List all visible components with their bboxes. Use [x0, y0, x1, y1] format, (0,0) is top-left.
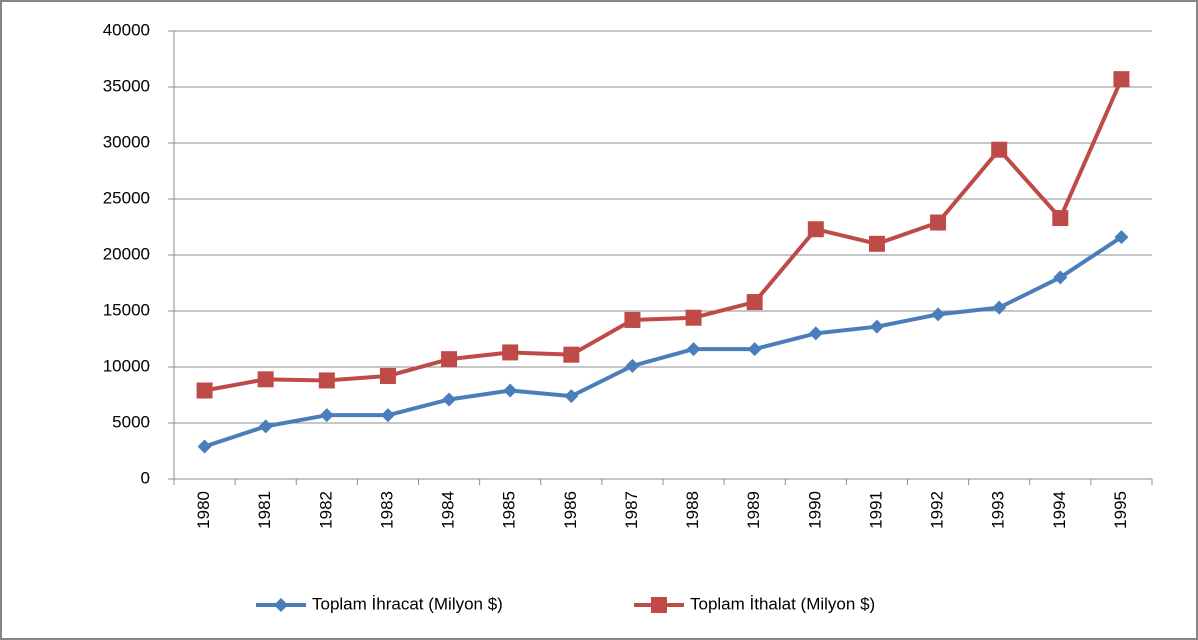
legend-marker — [274, 598, 288, 612]
x-tick-label: 1985 — [500, 491, 519, 529]
x-tick-label: 1994 — [1050, 491, 1069, 529]
series-marker — [991, 141, 1008, 158]
series-marker — [319, 408, 334, 423]
series-marker — [503, 383, 518, 398]
x-tick-label: 1980 — [194, 491, 213, 529]
x-tick-label: 1989 — [744, 491, 763, 529]
series-marker — [564, 389, 579, 404]
series-marker — [686, 342, 701, 357]
series-marker — [502, 344, 519, 361]
series-marker — [808, 326, 823, 341]
y-tick-label: 20000 — [103, 244, 150, 263]
series-marker — [1113, 71, 1130, 88]
series-marker — [685, 309, 702, 326]
series-marker — [747, 342, 762, 357]
series-marker — [318, 372, 335, 389]
x-tick-label: 1995 — [1111, 491, 1130, 529]
y-tick-label: 25000 — [103, 188, 150, 207]
series-marker — [624, 311, 641, 328]
series-line — [204, 78, 1124, 393]
series-marker — [379, 367, 396, 384]
x-tick-label: 1982 — [316, 491, 335, 529]
series-marker — [1114, 230, 1129, 245]
series-marker — [992, 300, 1007, 315]
series-marker — [868, 235, 885, 252]
series-marker — [746, 294, 763, 311]
y-tick-label: 0 — [141, 468, 150, 487]
y-tick-label: 35000 — [103, 76, 150, 95]
x-tick-label: 1987 — [622, 491, 641, 529]
series-marker — [380, 408, 395, 423]
series-marker — [930, 214, 947, 231]
y-tick-label: 30000 — [103, 132, 150, 151]
series-marker — [931, 307, 946, 322]
x-tick-label: 1993 — [989, 491, 1008, 529]
y-tick-label: 40000 — [103, 20, 150, 39]
series-marker — [807, 221, 824, 238]
series-line — [203, 235, 1123, 449]
series-marker — [625, 358, 640, 373]
series-marker — [442, 392, 457, 407]
series-marker — [1053, 270, 1068, 285]
legend-marker — [651, 597, 667, 613]
series-marker — [563, 346, 580, 363]
series-marker — [257, 371, 274, 388]
series-marker — [1052, 210, 1069, 227]
x-tick-label: 1990 — [805, 491, 824, 529]
series-marker — [869, 319, 884, 334]
y-tick-label: 5000 — [112, 412, 150, 431]
legend-label: Toplam İthalat (Milyon $) — [690, 594, 875, 613]
x-tick-label: 1983 — [377, 491, 396, 529]
series-marker — [196, 382, 213, 399]
x-tick-label: 1984 — [439, 491, 458, 529]
x-tick-label: 1991 — [866, 491, 885, 529]
legend-label: Toplam İhracat (Milyon $) — [312, 594, 503, 613]
series-marker — [197, 439, 212, 454]
x-tick-label: 1986 — [561, 491, 580, 529]
series-marker — [441, 351, 458, 368]
x-tick-label: 1988 — [683, 491, 702, 529]
x-tick-label: 1992 — [928, 491, 947, 529]
x-tick-label: 1981 — [255, 491, 274, 529]
y-tick-label: 10000 — [103, 356, 150, 375]
series-marker — [258, 419, 273, 434]
y-tick-label: 15000 — [103, 300, 150, 319]
